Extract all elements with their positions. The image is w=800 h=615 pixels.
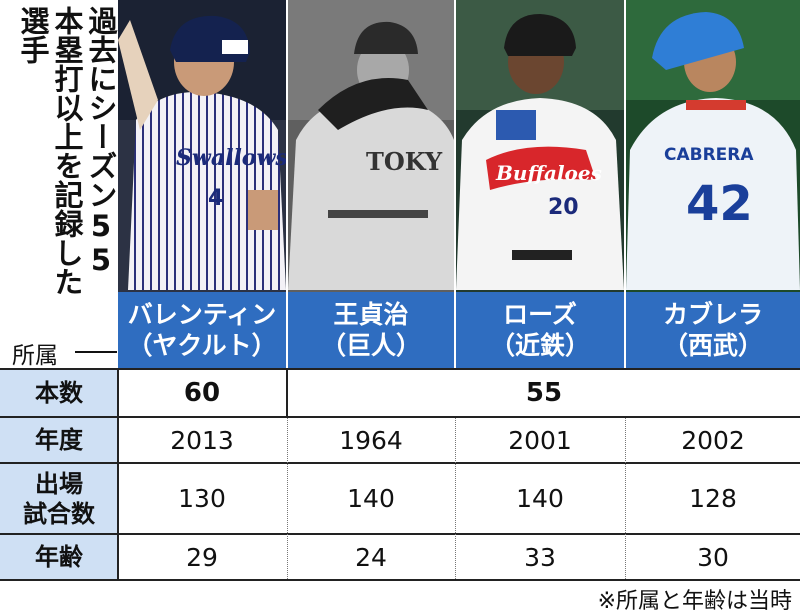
player-photo-3: Buffaloes 20 [456, 0, 624, 292]
player-photo-1: Swallows 4 [118, 0, 286, 292]
player-name-cell-2: 王貞治 （巨人） [288, 292, 454, 368]
home-runs-cell-merged: 55 [525, 378, 563, 408]
svg-text:Buffaloes: Buffaloes [495, 161, 602, 185]
player-name: カブレラ [662, 300, 763, 329]
player-name: ローズ [503, 300, 577, 329]
games-cell: 140 [347, 484, 395, 513]
footnote: ※所属と年齢は当時 [597, 589, 792, 614]
table-bottom-border [0, 579, 800, 581]
row-label-home-runs: 本数 [35, 379, 83, 407]
affiliation-pointer-line [75, 351, 117, 353]
player-photo-swallows-icon: Swallows 4 [118, 0, 286, 292]
row-divider [0, 416, 800, 418]
row-label-age: 年齢 [35, 543, 83, 571]
age-cell: 30 [697, 542, 729, 572]
player-photo-2: TOKY [288, 0, 454, 292]
player-name-cell-4: カブレラ （西武） [626, 292, 800, 368]
age-cell: 24 [355, 542, 387, 572]
player-team: （西武） [662, 331, 763, 360]
player-name-cell-1: バレンティン （ヤクルト） [118, 292, 286, 368]
row-divider [0, 533, 800, 535]
svg-text:CABRERA: CABRERA [664, 145, 754, 165]
player-name-cell-3: ローズ （近鉄） [456, 292, 624, 368]
player-photo-giants-icon: TOKY [288, 0, 454, 292]
table-top-border [0, 368, 800, 370]
player-team: （近鉄） [489, 331, 590, 360]
age-cell: 33 [524, 542, 556, 572]
year-cell: 2001 [508, 425, 572, 455]
player-team: （巨人） [320, 331, 421, 360]
cell-divider [287, 418, 288, 579]
label-column-border [117, 368, 119, 581]
row-label-line: 試合数 [23, 499, 95, 528]
cell-divider [625, 418, 626, 579]
row-label-column [0, 370, 118, 580]
row-label-line: 出場 [35, 469, 83, 498]
games-cell: 128 [689, 484, 737, 513]
row-label-year: 年度 [35, 426, 83, 454]
player-team: （ヤクルト） [127, 331, 277, 360]
games-cell: 140 [516, 484, 564, 513]
home-runs-cell: 60 [183, 378, 221, 408]
player-photo-lions-icon: CABRERA 42 [626, 0, 800, 292]
svg-text:TOKY: TOKY [366, 147, 443, 176]
age-cell: 29 [186, 542, 218, 572]
player-name: 王貞治 [333, 300, 409, 329]
games-cell: 130 [178, 484, 226, 513]
svg-text:Swallows: Swallows [176, 145, 286, 171]
row-label-games-played: 出場 試合数 [0, 464, 118, 533]
cell-divider [455, 418, 456, 579]
year-cell: 2013 [170, 425, 234, 455]
cell-divider [286, 368, 288, 416]
svg-text:20: 20 [548, 195, 579, 220]
player-name: バレンティン [127, 300, 277, 329]
infographic-title: 過去にシーズン55本塁打以上を記録した選手 [16, 6, 118, 296]
player-photo-4: CABRERA 42 [626, 0, 800, 292]
svg-text:4: 4 [208, 186, 223, 211]
year-cell: 1964 [339, 425, 403, 455]
svg-text:42: 42 [686, 176, 753, 232]
year-cell: 2002 [681, 425, 745, 455]
affiliation-label: 所属 [12, 343, 58, 369]
row-divider [0, 462, 800, 464]
player-photo-buffaloes-icon: Buffaloes 20 [456, 0, 624, 292]
